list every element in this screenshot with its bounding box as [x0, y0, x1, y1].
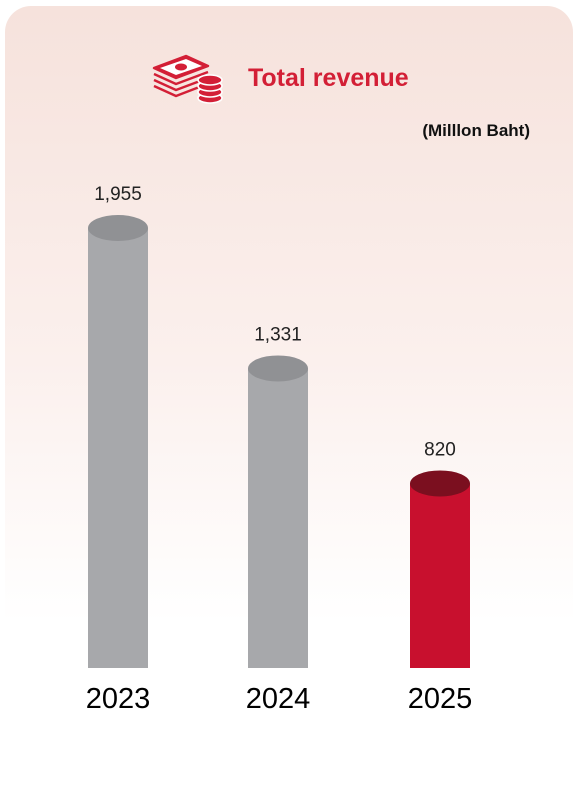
category-label-2025: 2025: [408, 683, 473, 715]
bar-cap-2023: [88, 215, 148, 241]
value-label-2024: 1,331: [254, 324, 302, 345]
bar-cap-2024: [248, 355, 308, 382]
bar-2023: [88, 228, 148, 668]
bar-2024: [248, 368, 308, 668]
chart-header: Total revenue: [150, 52, 409, 104]
bar-cap-2025: [410, 470, 470, 497]
bar-2025: [410, 483, 470, 668]
category-label-2023: 2023: [86, 683, 151, 715]
value-label-2023: 1,955: [94, 184, 142, 205]
chart-title: Total revenue: [248, 63, 409, 92]
money-stack-icon: [152, 54, 223, 104]
chart-unit-label: (Milllon Baht): [422, 121, 530, 140]
value-label-2025: 820: [424, 439, 456, 460]
category-label-2024: 2024: [246, 683, 311, 715]
